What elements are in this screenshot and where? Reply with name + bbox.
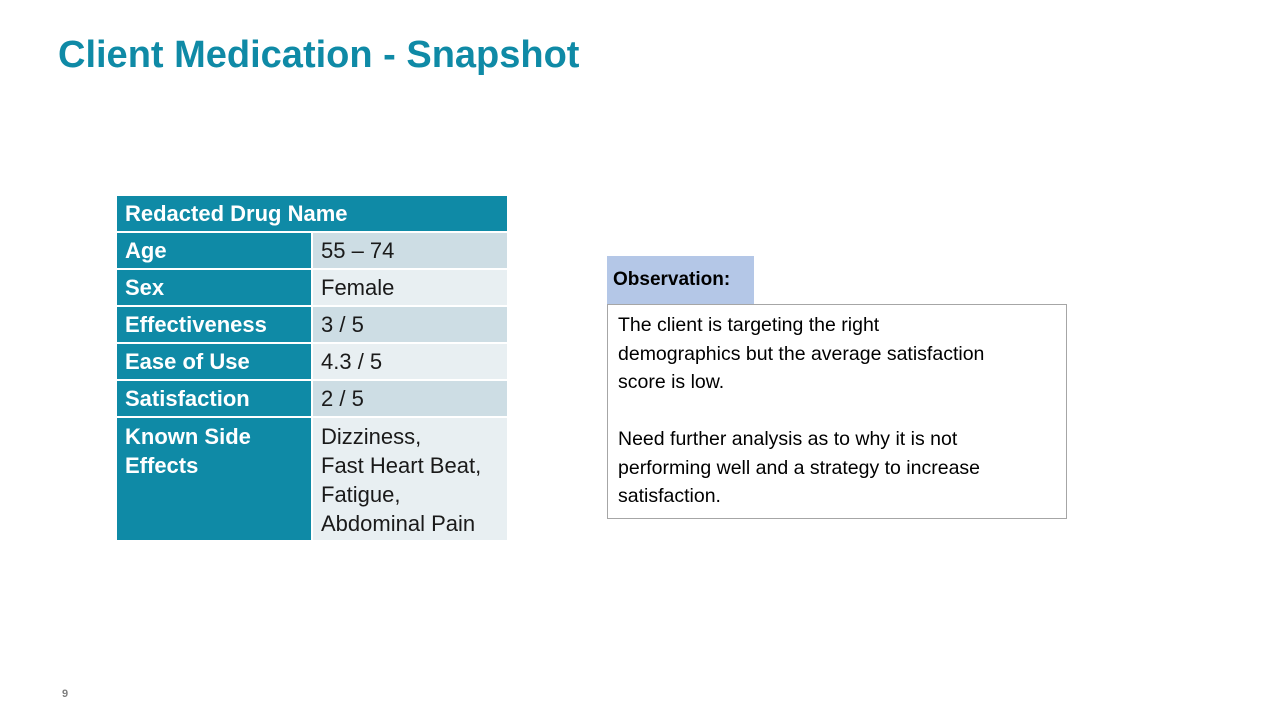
ease-of-use-value: 4.3 / 5 [311, 342, 507, 381]
effectiveness-label: Effectiveness [117, 305, 313, 344]
table-row: Sex Female [117, 268, 507, 307]
observation-line: demographics but the average satisfactio… [618, 342, 985, 365]
sex-value: Female [311, 268, 507, 307]
observation-line: satisfaction. [618, 485, 721, 507]
table-row: Satisfaction 2 / 5 [117, 379, 507, 418]
side-effects-value: Dizziness, Fast Heart Beat, Fatigue, Abd… [311, 416, 507, 542]
observation-line: score is low. [618, 371, 725, 393]
page-number: 9 [62, 688, 69, 700]
observation-line: performing well and a strategy to increa… [618, 456, 981, 479]
satisfaction-label: Satisfaction [117, 379, 313, 418]
side-effect-item: Dizziness, [321, 424, 422, 449]
paragraph-spacer [618, 397, 1056, 426]
side-effects-label-line: Effects [125, 453, 199, 478]
table-row: Effectiveness 3 / 5 [117, 305, 507, 344]
side-effects-label: Known Side Effects [117, 416, 313, 542]
observation-line: The client is targeting the right [618, 314, 880, 336]
slide-title: Client Medication - Snapshot [58, 34, 580, 76]
side-effect-item: Fast Heart Beat, [321, 453, 482, 478]
table-row: Ease of Use 4.3 / 5 [117, 342, 507, 381]
side-effect-item: Fatigue, [321, 482, 401, 507]
table-header-row: Redacted Drug Name [117, 196, 507, 233]
table-row: Known Side Effects Dizziness, Fast Heart… [117, 416, 507, 542]
observation-line: Need further analysis as to why it is no… [618, 428, 958, 450]
medication-table: Redacted Drug Name Age 55 – 74 Sex Femal… [117, 196, 507, 542]
observation-text-box: The client is targeting the right demogr… [607, 304, 1067, 519]
observation-label: Observation: [607, 256, 754, 304]
satisfaction-value: 2 / 5 [311, 379, 507, 418]
side-effects-label-line: Known Side [125, 424, 251, 449]
sex-label: Sex [117, 268, 313, 307]
effectiveness-value: 3 / 5 [311, 305, 507, 344]
table-row: Age 55 – 74 [117, 231, 507, 270]
ease-of-use-label: Ease of Use [117, 342, 313, 381]
age-label: Age [117, 231, 313, 270]
side-effect-item: Abdominal Pain [321, 511, 476, 536]
drug-name-header: Redacted Drug Name [117, 196, 507, 233]
age-value: 55 – 74 [311, 231, 507, 270]
